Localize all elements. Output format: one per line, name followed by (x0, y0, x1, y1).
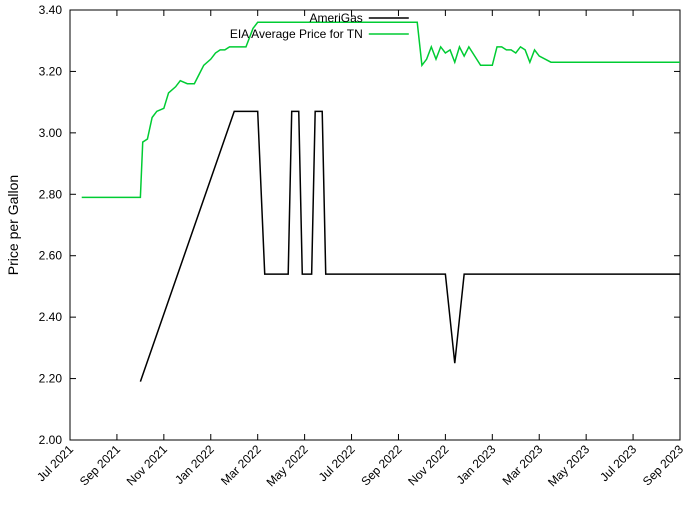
y-tick-label: 3.20 (39, 64, 63, 78)
y-tick-label: 3.00 (39, 126, 63, 140)
y-tick-label: 2.00 (39, 433, 63, 447)
y-tick-label: 2.80 (39, 187, 63, 201)
y-tick-label: 2.60 (39, 249, 63, 263)
legend-label: EIA Average Price for TN (230, 27, 363, 41)
legend-label: AmeriGas (309, 11, 362, 25)
y-tick-label: 2.40 (39, 310, 63, 324)
y-tick-label: 3.40 (39, 3, 63, 17)
y-tick-label: 2.20 (39, 372, 63, 386)
y-axis-label: Price per Gallon (5, 175, 21, 275)
price-line-chart: 2.002.202.402.602.803.003.203.40Jul 2021… (0, 0, 700, 525)
